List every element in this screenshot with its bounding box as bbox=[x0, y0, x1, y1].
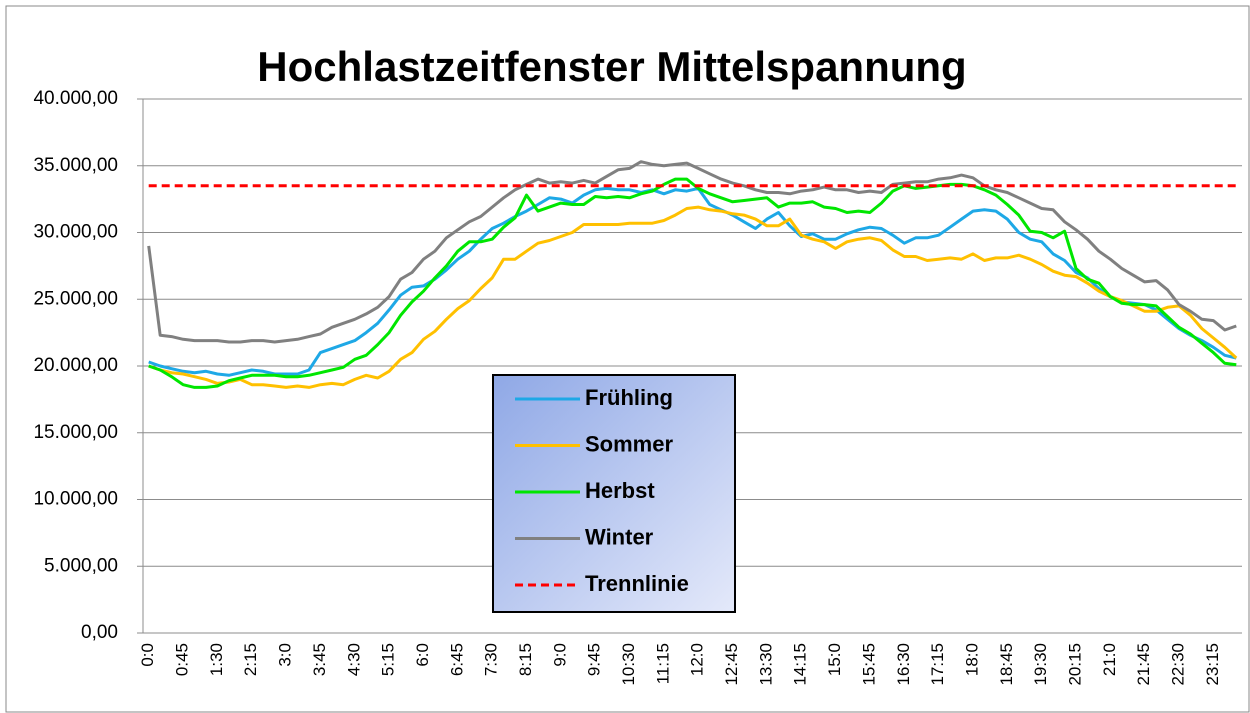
x-tick-label: 2:15 bbox=[241, 643, 260, 676]
x-tick-label: 0:45 bbox=[173, 643, 192, 676]
x-tick-label: 9:0 bbox=[550, 643, 569, 667]
x-tick-label: 4:30 bbox=[344, 643, 363, 676]
x-tick-label: 0:0 bbox=[138, 643, 157, 667]
x-tick-label: 23:15 bbox=[1203, 643, 1222, 686]
y-tick-label: 25.000,00 bbox=[33, 288, 118, 309]
x-tick-label: 8:15 bbox=[516, 643, 535, 676]
x-tick-label: 6:0 bbox=[413, 643, 432, 667]
x-tick-label: 10:30 bbox=[619, 643, 638, 686]
series-line bbox=[148, 205, 1238, 389]
x-tick-label: 21:0 bbox=[1100, 643, 1119, 676]
x-tick-label: 3:0 bbox=[276, 643, 295, 667]
legend-label: Frühling bbox=[585, 385, 673, 410]
x-tick-label: 11:15 bbox=[653, 643, 672, 684]
y-tick-label: 35.000,00 bbox=[33, 155, 118, 176]
x-tick-label: 9:45 bbox=[585, 643, 604, 676]
x-tick-label: 19:30 bbox=[1031, 643, 1050, 686]
x-tick-label: 13:30 bbox=[756, 643, 775, 686]
series-line bbox=[148, 186, 1237, 377]
x-tick-label: 3:45 bbox=[310, 643, 329, 676]
legend-label: Winter bbox=[585, 524, 654, 549]
x-tick-label: 5:15 bbox=[379, 643, 398, 676]
x-tick-label: 20:15 bbox=[1065, 643, 1084, 686]
x-tick-label: 22:30 bbox=[1169, 643, 1188, 686]
legend-label: Herbst bbox=[585, 478, 655, 503]
x-tick-label: 14:15 bbox=[791, 643, 810, 686]
x-tick-label: 15:0 bbox=[825, 643, 844, 676]
legend-label: Trennlinie bbox=[585, 571, 689, 596]
x-tick-label: 16:30 bbox=[894, 643, 913, 686]
y-tick-label: 0,00 bbox=[81, 622, 118, 643]
y-tick-label: 20.000,00 bbox=[33, 355, 118, 376]
x-tick-label: 6:45 bbox=[447, 643, 466, 676]
x-tick-label: 18:0 bbox=[962, 643, 981, 676]
y-tick-label: 10.000,00 bbox=[33, 489, 118, 510]
x-tick-label: 18:45 bbox=[997, 643, 1016, 686]
series-line bbox=[147, 160, 1237, 344]
x-tick-label: 1:30 bbox=[207, 643, 226, 676]
x-tick-label: 12:0 bbox=[688, 643, 707, 676]
y-tick-label: 30.000,00 bbox=[33, 222, 118, 243]
y-tick-label: 15.000,00 bbox=[33, 422, 118, 443]
x-tick-label: 12:45 bbox=[722, 643, 741, 686]
chart-title: Hochlastzeitfenster Mittelspannung bbox=[257, 43, 966, 90]
legend-label: Sommer bbox=[585, 431, 673, 456]
series-line bbox=[148, 177, 1237, 389]
x-tick-label: 7:30 bbox=[482, 643, 501, 676]
x-tick-label: 15:45 bbox=[859, 643, 878, 686]
x-tick-label: 21:45 bbox=[1134, 643, 1153, 686]
y-tick-label: 5.000,00 bbox=[44, 555, 118, 576]
y-tick-label: 40.000,00 bbox=[33, 88, 118, 109]
x-tick-label: 17:15 bbox=[928, 643, 947, 686]
